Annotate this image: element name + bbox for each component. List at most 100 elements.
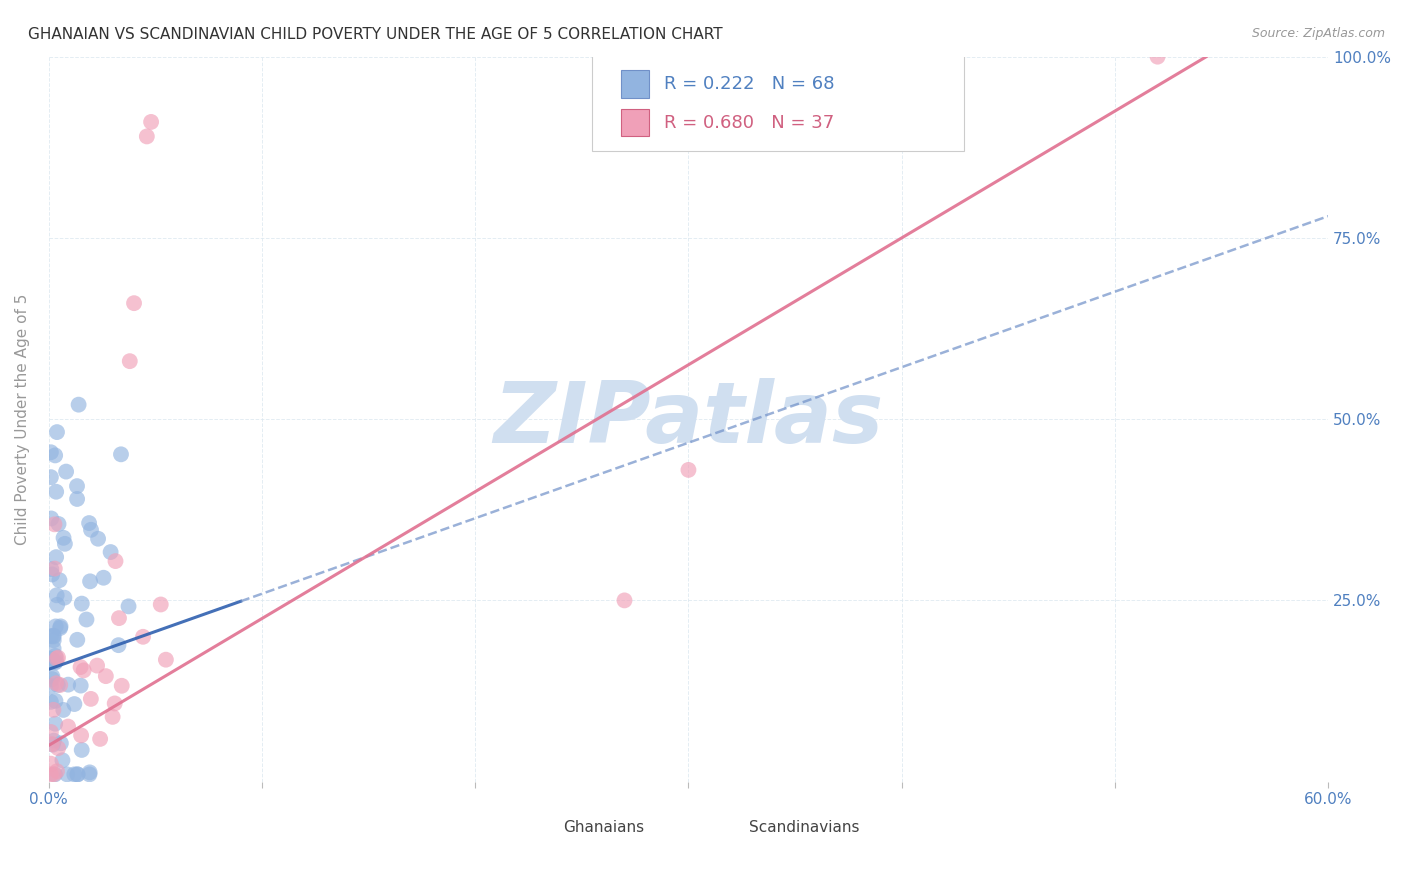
FancyBboxPatch shape [534, 820, 558, 836]
Point [72, 664, 94, 678]
Point [42, 629, 65, 643]
Point [63, 697, 86, 711]
Point [149, 598, 172, 612]
Point [139, 115, 162, 129]
Point [104, 554, 127, 568]
Point [63, 767, 86, 781]
Point [42, 629, 65, 643]
Point [42, 641, 65, 656]
Point [94, 669, 117, 683]
Point [613, 593, 636, 607]
Point [41, 737, 63, 751]
Point [111, 679, 134, 693]
Point [44, 449, 66, 463]
Point [101, 710, 124, 724]
Point [45, 588, 67, 602]
Point [44, 656, 66, 670]
Point [132, 630, 155, 644]
Point [678, 463, 700, 477]
Text: GHANAIAN VS SCANDINAVIAN CHILD POVERTY UNDER THE AGE OF 5 CORRELATION CHART: GHANAIAN VS SCANDINAVIAN CHILD POVERTY U… [28, 27, 723, 42]
Point [52, 531, 75, 545]
Point [104, 697, 127, 711]
Point [46, 598, 69, 612]
Point [79, 765, 101, 780]
Point [66, 632, 89, 647]
Point [44, 694, 66, 708]
Point [41, 669, 63, 683]
Point [75, 613, 97, 627]
Point [77, 516, 100, 530]
FancyBboxPatch shape [720, 820, 744, 836]
Point [41, 567, 63, 582]
Point [45, 676, 67, 690]
Point [39, 725, 62, 739]
Point [42, 733, 65, 747]
Point [39, 562, 62, 576]
Point [67, 398, 90, 412]
Point [39, 767, 62, 781]
Point [48, 573, 70, 587]
Point [42, 767, 65, 781]
Point [53, 537, 76, 551]
Point [46, 764, 69, 779]
Point [49, 678, 72, 692]
Point [70, 743, 93, 757]
Point [1146, 50, 1168, 64]
Text: R = 0.222   N = 68: R = 0.222 N = 68 [664, 75, 835, 94]
Point [46, 650, 69, 665]
Point [87, 532, 110, 546]
Point [56, 767, 79, 781]
Text: R = 0.680   N = 37: R = 0.680 N = 37 [664, 113, 834, 132]
Point [46, 678, 69, 692]
Point [118, 354, 141, 368]
Point [49, 619, 72, 633]
Point [69, 660, 91, 674]
Point [107, 638, 129, 652]
Point [117, 599, 139, 614]
Text: Scandinavians: Scandinavians [748, 820, 859, 835]
Y-axis label: Child Poverty Under the Age of 5: Child Poverty Under the Age of 5 [15, 293, 30, 545]
Point [51, 753, 73, 767]
Point [39, 470, 62, 484]
Point [44, 561, 66, 575]
Point [42, 633, 65, 648]
Point [56, 678, 79, 692]
Point [53, 591, 76, 605]
Point [39, 629, 62, 643]
Point [46, 425, 69, 439]
Point [45, 619, 67, 633]
Point [39, 511, 62, 525]
Point [42, 738, 65, 752]
Point [66, 767, 89, 781]
Point [41, 672, 63, 686]
Text: Source: ZipAtlas.com: Source: ZipAtlas.com [1251, 27, 1385, 40]
Point [66, 479, 89, 493]
Point [100, 545, 122, 559]
Point [45, 651, 67, 665]
FancyBboxPatch shape [592, 53, 963, 151]
Point [39, 756, 62, 771]
Point [66, 491, 89, 506]
Point [122, 296, 145, 310]
Point [70, 728, 93, 742]
Point [46, 741, 69, 756]
Point [49, 621, 72, 635]
FancyBboxPatch shape [620, 70, 648, 98]
Point [45, 654, 67, 668]
Point [45, 550, 67, 565]
Point [69, 679, 91, 693]
Point [66, 767, 89, 781]
Point [155, 653, 177, 667]
Point [79, 767, 101, 781]
Point [44, 767, 66, 781]
Point [56, 720, 79, 734]
Text: Ghanaians: Ghanaians [562, 820, 644, 835]
Point [86, 658, 108, 673]
Point [70, 597, 93, 611]
Point [48, 516, 70, 531]
Point [80, 692, 103, 706]
Text: ZIPatlas: ZIPatlas [494, 377, 883, 460]
Point [42, 703, 65, 717]
FancyBboxPatch shape [620, 109, 648, 136]
Point [44, 716, 66, 731]
